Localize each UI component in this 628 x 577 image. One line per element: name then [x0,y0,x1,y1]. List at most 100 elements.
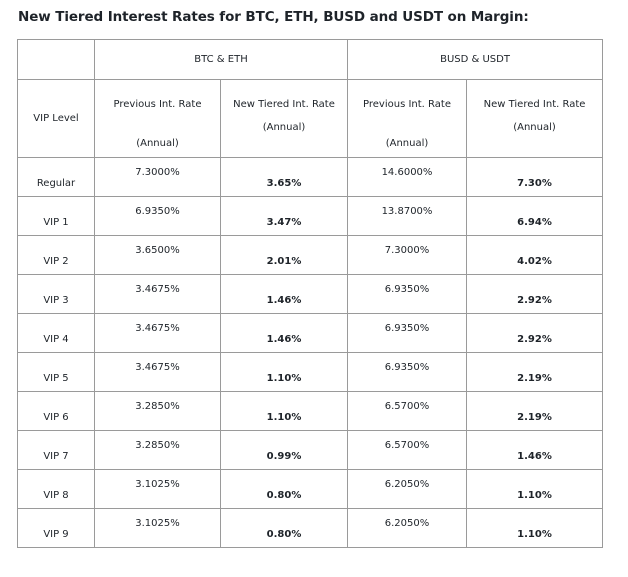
rate-value: 3.1025% [135,479,180,490]
rate-value: 6.94% [517,217,552,228]
rate-value: 7.30% [517,178,552,189]
btc-eth-new-rate-cell: 1.10% [220,391,348,431]
column-header-row: VIP Level Previous Int. Rate (Annual) Ne… [17,79,604,158]
rate-value: 1.10% [266,373,302,384]
vip-level-cell: VIP 3 [17,274,95,314]
rate-value: 6.9350% [135,206,180,217]
busd-usdt-new-rate-cell: 1.10% [465,508,604,548]
busd-usdt-previous-rate-cell: 6.9350% [347,352,467,392]
vip-level-cell: Regular [17,157,95,197]
table-row: VIP 9 3.1025% 0.80% 6.2050% 1.10% [17,508,604,548]
busd-usdt-previous-rate-cell: 7.3000% [347,235,467,275]
rate-value: 0.80% [266,529,302,540]
table-row: VIP 7 3.2850% 0.99% 6.5700% 1.46% [17,430,604,470]
vip-level-text: VIP 7 [43,451,69,462]
rate-value: 2.01% [266,256,302,267]
busd-usdt-new-rate-cell: 2.92% [465,313,604,353]
busd-usdt-previous-rate-cell: 6.9350% [347,274,467,314]
vip-level-text: VIP 3 [43,295,69,306]
busd-usdt-previous-rate-cell: 6.5700% [347,430,467,470]
rate-value: 1.10% [266,412,302,423]
vip-level-text: VIP 5 [43,373,69,384]
btc-eth-new-rate-cell: 0.80% [220,469,348,509]
btc-eth-previous-rate-cell: 3.2850% [94,430,221,470]
rate-value: 0.80% [266,490,302,501]
table-body: BTC & ETH BUSD & USDT VIP Level Previous… [17,39,604,548]
btc-eth-previous-rate-cell: 3.4675% [94,313,221,353]
table-row: VIP 6 3.2850% 1.10% 6.5700% 2.19% [17,391,604,431]
rate-value: 3.4675% [135,362,180,373]
btc-eth-previous-rate-cell: 3.6500% [94,235,221,275]
busd-usdt-previous-rate-cell: 14.6000% [347,157,467,197]
busd-usdt-previous-rate-cell: 6.2050% [347,508,467,548]
group-header-btc-eth: BTC & ETH [94,39,348,80]
btc-eth-new-rate-cell: 1.46% [220,274,348,314]
rate-value: 1.10% [517,490,552,501]
btc-eth-previous-rate-cell: 3.1025% [94,508,221,548]
table-row: VIP 1 6.9350% 3.47% 13.8700% 6.94% [17,196,604,236]
header-line1: New Tiered Int. Rate [483,99,586,110]
btc-eth-new-rate-header: New Tiered Int. Rate (Annual) [220,79,348,158]
header-line1: Previous Int. Rate [113,99,202,110]
btc-eth-previous-rate-cell: 3.4675% [94,274,221,314]
rate-value: 6.5700% [384,401,430,412]
vip-level-header-text: VIP Level [33,113,79,124]
rate-value: 6.2050% [384,518,430,529]
btc-eth-previous-rate-cell: 6.9350% [94,196,221,236]
table-row: VIP 2 3.6500% 2.01% 7.3000% 4.02% [17,235,604,275]
busd-usdt-previous-rate-cell: 6.5700% [347,391,467,431]
group-header-busd-usdt: BUSD & USDT [346,39,604,80]
busd-usdt-new-rate-cell: 6.94% [465,196,604,236]
busd-usdt-new-rate-cell: 7.30% [465,157,604,197]
busd-usdt-previous-rate-cell: 6.2050% [347,469,467,509]
vip-level-text: VIP 1 [43,217,69,228]
btc-eth-new-rate-cell: 3.47% [220,196,348,236]
busd-usdt-new-rate-cell: 2.92% [465,274,604,314]
vip-level-cell: VIP 1 [17,196,95,236]
btc-eth-new-rate-cell: 0.99% [220,430,348,470]
table-row: VIP 5 3.4675% 1.10% 6.9350% 2.19% [17,352,604,392]
rate-value: 2.19% [517,412,552,423]
busd-usdt-new-rate-cell: 1.46% [465,430,604,470]
btc-eth-previous-rate-header: Previous Int. Rate (Annual) [94,79,221,158]
btc-eth-previous-rate-cell: 3.2850% [94,391,221,431]
busd-usdt-new-rate-cell: 4.02% [465,235,604,275]
vip-level-text: VIP 8 [43,490,69,501]
busd-usdt-new-rate-header: New Tiered Int. Rate (Annual) [465,79,604,158]
table-row: Regular 7.3000% 3.65% 14.6000% 7.30% [17,157,604,197]
busd-usdt-previous-rate-cell: 13.8700% [347,196,467,236]
rate-value: 4.02% [517,256,552,267]
rate-value: 6.2050% [384,479,430,490]
vip-level-text: VIP 9 [43,529,69,540]
busd-usdt-previous-rate-header: Previous Int. Rate (Annual) [347,79,467,158]
btc-eth-new-rate-cell: 1.10% [220,352,348,392]
header-line2: (Annual) [385,138,429,149]
rate-value: 3.2850% [135,440,180,451]
rate-value: 6.5700% [384,440,430,451]
rate-value: 6.9350% [384,284,430,295]
rate-value: 7.3000% [135,167,180,178]
busd-usdt-previous-rate-cell: 6.9350% [347,313,467,353]
rate-value: 14.6000% [381,167,433,178]
rate-value: 0.99% [266,451,302,462]
btc-eth-new-rate-cell: 3.65% [220,157,348,197]
rate-value: 6.9350% [384,362,430,373]
rate-value: 3.2850% [135,401,180,412]
table-row: VIP 4 3.4675% 1.46% 6.9350% 2.92% [17,313,604,353]
vip-level-text: VIP 4 [43,334,69,345]
vip-level-header: VIP Level [17,79,95,158]
vip-level-cell: VIP 8 [17,469,95,509]
vip-level-cell: VIP 2 [17,235,95,275]
vip-level-cell: VIP 6 [17,391,95,431]
btc-eth-new-rate-cell: 1.46% [220,313,348,353]
group-header-row: BTC & ETH BUSD & USDT [17,39,604,80]
rate-value: 3.1025% [135,518,180,529]
rate-value: 2.19% [517,373,552,384]
btc-eth-new-rate-cell: 2.01% [220,235,348,275]
rate-value: 3.6500% [135,245,180,256]
rate-value: 13.8700% [381,206,433,217]
rate-value: 1.46% [266,334,302,345]
busd-usdt-new-rate-cell: 1.10% [465,469,604,509]
rate-value: 3.4675% [135,323,180,334]
vip-level-text: VIP 6 [43,412,69,423]
